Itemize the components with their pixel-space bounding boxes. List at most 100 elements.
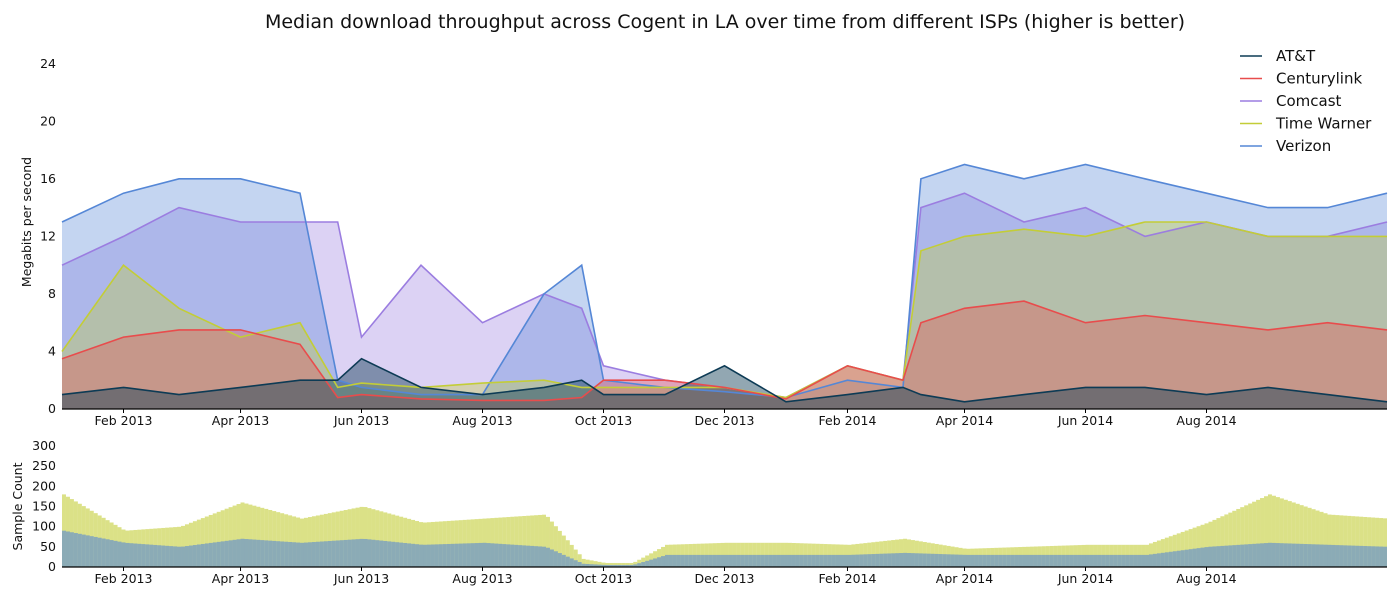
sample-count-bar [1248, 503, 1253, 567]
sample-count-bar [327, 540, 332, 567]
sample-count-bar [1264, 496, 1268, 567]
sample-count-bar [906, 553, 911, 567]
sample-count-bar [177, 546, 182, 567]
sample-count-bar [530, 515, 535, 567]
sample-count-bar [573, 560, 578, 567]
bottom-y-tick-label: 300 [32, 438, 56, 453]
sample-count-bar [994, 554, 999, 567]
bottom-x-tick-label: Aug 2014 [1176, 571, 1236, 586]
sample-count-bar [188, 545, 193, 567]
sample-count-bar [502, 517, 507, 567]
sample-count-bar [85, 535, 90, 567]
top-x-tick-label: Feb 2013 [95, 413, 153, 428]
sample-count-bar [1291, 543, 1296, 567]
sample-count-bar [641, 562, 646, 567]
sample-count-bar [204, 543, 209, 567]
legend-label: Centurylink [1276, 70, 1362, 88]
sample-count-bar [220, 510, 225, 567]
sample-count-bar [292, 516, 297, 567]
sample-count-bar [1323, 513, 1328, 567]
sample-count-bar [629, 564, 634, 567]
sample-count-bar [339, 510, 344, 567]
sample-count-bar [454, 520, 459, 567]
sample-count-bar [446, 543, 451, 567]
sample-count-bar [510, 516, 515, 567]
sample-count-bar [954, 554, 959, 567]
legend-label: Verizon [1276, 137, 1331, 155]
sample-count-bar [506, 517, 511, 567]
sample-count-bar [613, 564, 618, 567]
sample-count-bar [740, 554, 745, 567]
sample-count-bar [510, 544, 515, 567]
sample-count-bar [351, 539, 356, 567]
sample-count-bar [419, 522, 424, 567]
chart-title: Median download throughput across Cogent… [265, 11, 1185, 33]
sample-count-bar [855, 554, 860, 567]
sample-count-bar [307, 542, 312, 567]
sample-count-bar [1121, 554, 1126, 567]
sample-count-bar [165, 545, 170, 567]
sample-count-bar [549, 549, 554, 567]
sample-count-bar [752, 554, 757, 567]
sample-count-bar [1228, 512, 1233, 567]
sample-count-bar [208, 542, 213, 567]
sample-count-bar [117, 541, 122, 567]
sample-count-bar [1295, 503, 1300, 567]
sample-count-bar [248, 504, 253, 567]
sample-count-bar [914, 553, 919, 567]
sample-count-bar [1101, 554, 1106, 567]
sample-count-bar [1224, 545, 1229, 567]
bottom-y-axis-label: Sample Count [10, 462, 25, 550]
sample-count-bar [125, 542, 130, 567]
sample-count-bar [1351, 516, 1356, 567]
sample-count-bar [236, 504, 241, 567]
sample-count-bar [284, 514, 289, 567]
legend-label: Time Warner [1275, 115, 1372, 133]
sample-count-bar [458, 520, 463, 567]
sample-count-bar [252, 539, 257, 567]
sample-count-bar [934, 553, 939, 567]
sample-count-bar [335, 540, 340, 567]
sample-count-bar [581, 558, 586, 567]
sample-count-bar [1192, 527, 1197, 567]
sample-count-bar [986, 554, 991, 567]
sample-count-bar [442, 544, 447, 567]
sample-count-bar [661, 556, 665, 567]
sample-count-bar [1184, 530, 1189, 567]
top-x-tick-label: Oct 2013 [575, 413, 632, 428]
sample-count-bar [474, 543, 479, 567]
bottom-bars [62, 494, 1387, 567]
top-x-tick-label: Aug 2013 [452, 413, 512, 428]
sample-count-bar [1379, 546, 1384, 567]
sample-count-bar [1109, 554, 1114, 567]
sample-count-bar [1355, 545, 1360, 567]
top-x-tick-label: Apr 2014 [936, 413, 993, 428]
sample-count-bar [970, 554, 975, 567]
sample-count-bar [581, 563, 586, 567]
sample-count-bar [704, 554, 709, 567]
top-y-axis-label: Megabits per second [19, 157, 34, 287]
sample-count-bar [1200, 524, 1205, 567]
sample-count-bar [1307, 544, 1312, 567]
sample-count-bar [780, 554, 785, 567]
sample-count-bar [819, 554, 824, 567]
top-y-tick-label: 8 [48, 286, 56, 301]
sample-count-bar [728, 554, 733, 567]
sample-count-bar [1375, 517, 1380, 567]
sample-count-bar [109, 540, 114, 567]
sample-count-bar [518, 545, 523, 567]
sample-count-bar [1256, 499, 1261, 567]
sample-count-bar [494, 543, 499, 567]
bottom-x-tick-label: Apr 2014 [936, 571, 993, 586]
sample-count-bar [1267, 494, 1272, 567]
sample-count-bar [1172, 534, 1177, 567]
sample-count-bar [1363, 516, 1368, 567]
sample-count-bar [470, 543, 475, 567]
sample-count-bar [672, 554, 677, 567]
bottom-x-tick-label: Oct 2013 [575, 571, 632, 586]
sample-count-bar [1383, 546, 1387, 567]
sample-count-bar [1224, 514, 1229, 567]
sample-count-bar [192, 521, 197, 567]
bottom-y-tick-label: 150 [32, 499, 56, 514]
sample-count-bar [720, 554, 725, 567]
